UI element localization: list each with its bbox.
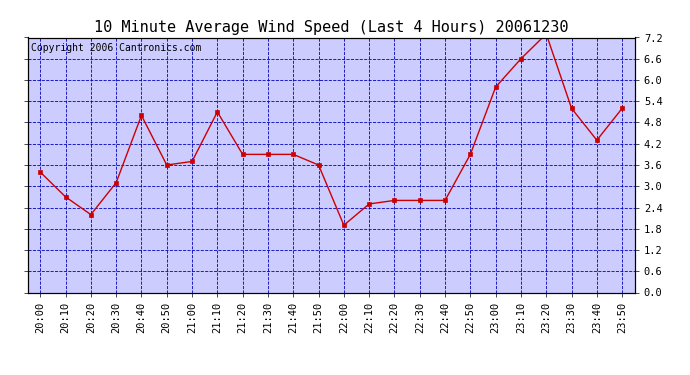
Text: Copyright 2006 Cantronics.com: Copyright 2006 Cantronics.com bbox=[30, 43, 201, 52]
Title: 10 Minute Average Wind Speed (Last 4 Hours) 20061230: 10 Minute Average Wind Speed (Last 4 Hou… bbox=[94, 20, 569, 35]
